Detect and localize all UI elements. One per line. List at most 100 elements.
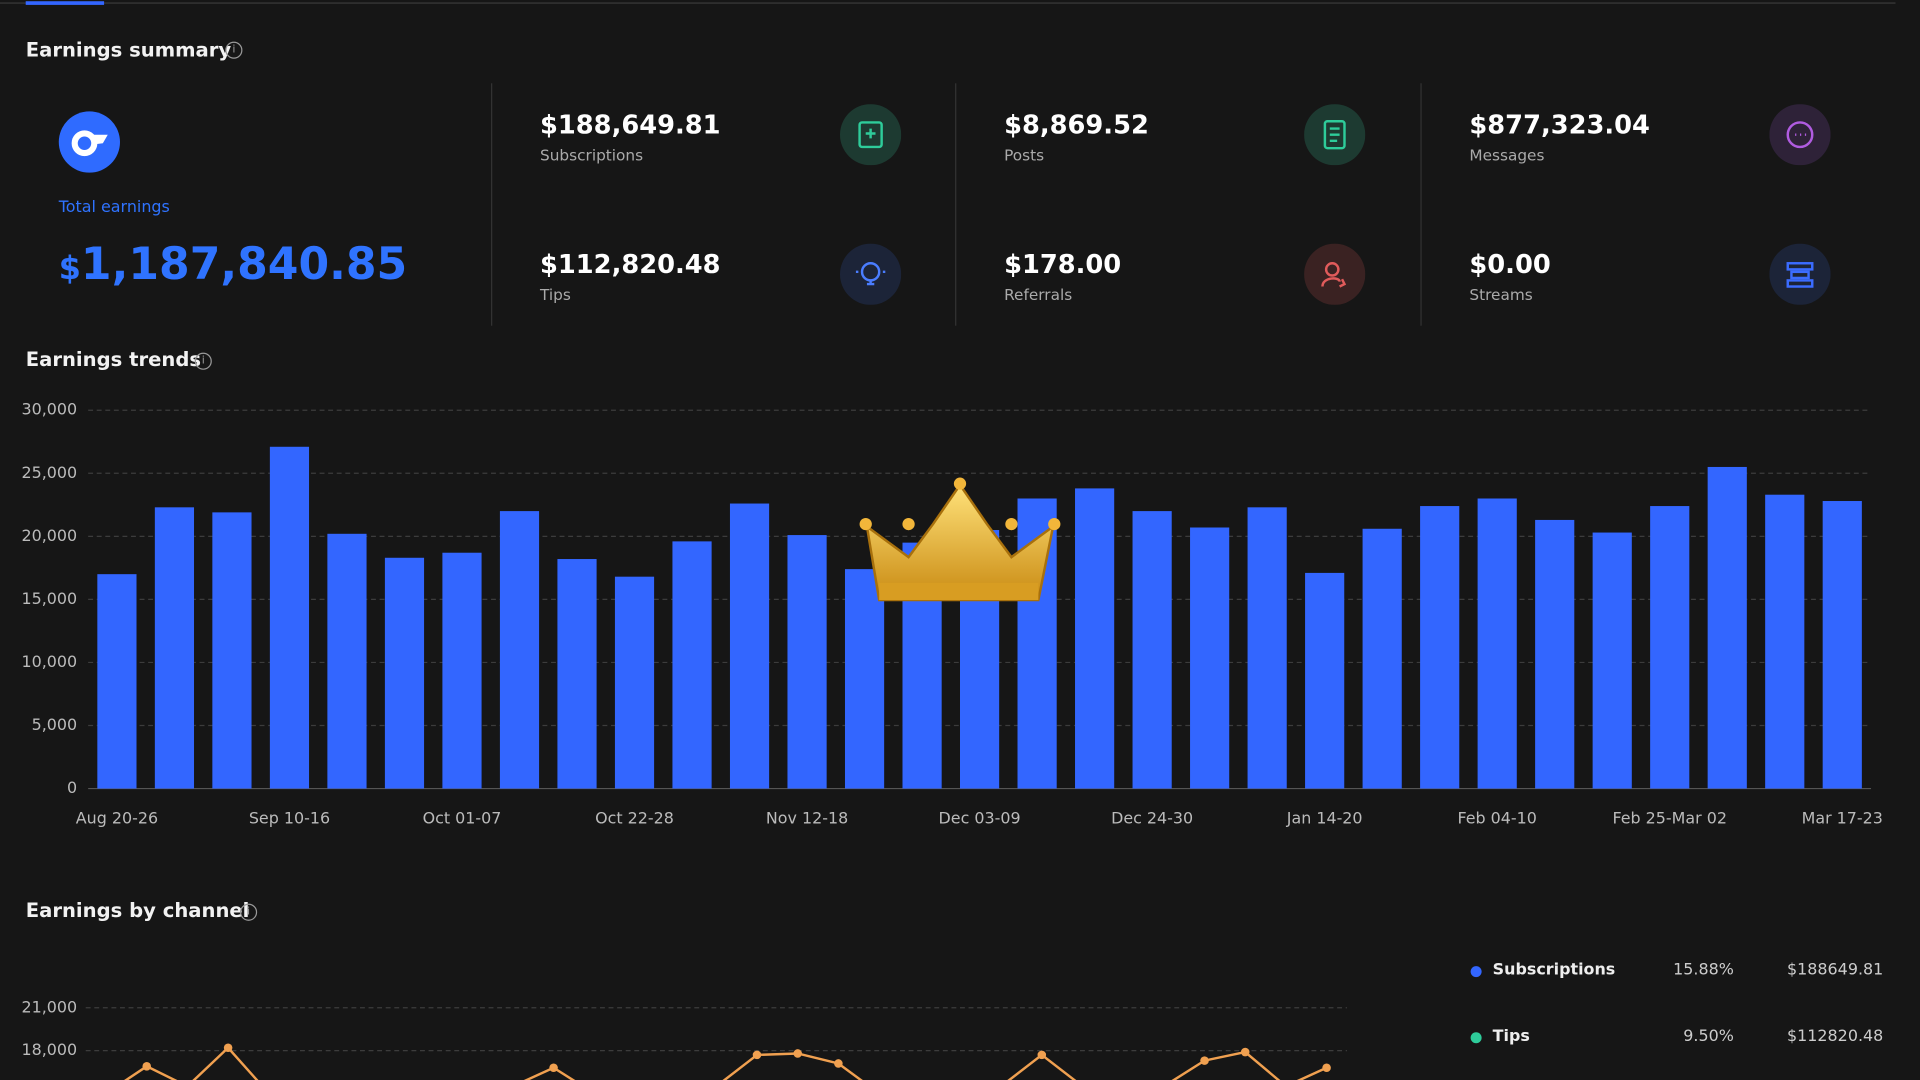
bar: [844, 569, 885, 789]
line-plot: [124, 1043, 1331, 1080]
icon: [1769, 243, 1831, 305]
crown-decoration: [859, 477, 1061, 602]
y-tick-label: 10,000: [21, 652, 77, 671]
bar: [1305, 572, 1345, 789]
legend-dot: [1470, 966, 1482, 978]
point: [793, 1049, 802, 1058]
point: [1322, 1063, 1331, 1073]
card-label: Tips: [540, 285, 571, 304]
y-tick-label: 0: [67, 778, 77, 797]
y-tick-label: 5,000: [32, 715, 78, 734]
info-icon[interactable]: i: [194, 352, 212, 370]
x-tick-label: Sep 10-16: [249, 809, 330, 828]
x-tick-label: Oct 22-28: [595, 809, 674, 828]
bar: [1707, 466, 1747, 789]
bar: [212, 512, 252, 789]
card-label: Streams: [1469, 285, 1533, 304]
channel-share: 15.88%: [1673, 961, 1734, 980]
channel-share: 9.50%: [1683, 1027, 1734, 1046]
icon: [1304, 104, 1366, 166]
bar: [1765, 494, 1805, 789]
card-icon: [840, 104, 902, 166]
currency: $: [58, 251, 81, 288]
section-title: Earnings summary: [25, 37, 232, 62]
bar: [1420, 506, 1460, 789]
amount: 1,187,840.85: [80, 240, 408, 291]
bar: [1650, 506, 1690, 789]
total-label: Total earnings: [58, 198, 170, 217]
section-title: Earnings trends: [25, 347, 202, 372]
icon: [1304, 243, 1366, 305]
legend-dot: [1470, 1032, 1482, 1044]
total-amount: $1,187,840.85: [59, 240, 407, 290]
bar-chart: 0 5,000 10,000 15,000 20,000 25,000 30,000 Aug …: [21, 400, 1882, 828]
y-tick-label: 15,000: [21, 589, 77, 608]
x-tick-label: Dec 24-30: [1111, 809, 1193, 828]
channel-amount: $188649.81: [1787, 961, 1884, 980]
bar: [787, 535, 827, 789]
line: [124, 1045, 1328, 1080]
y-tick-label: 25,000: [21, 463, 77, 482]
logo-mark: [71, 130, 108, 157]
bar: [442, 552, 482, 789]
bar: [327, 533, 367, 789]
bar: [557, 559, 597, 789]
card-label: Subscriptions: [540, 145, 644, 165]
bar: [499, 511, 540, 789]
point: [752, 1050, 762, 1060]
point: [834, 1059, 843, 1068]
card-icon: [1769, 104, 1831, 166]
y-tick-label: 30,000: [21, 400, 77, 419]
card-label: Messages: [1469, 145, 1545, 165]
y-tick-label: 18,000: [21, 1040, 77, 1059]
bar: [154, 507, 195, 789]
card-value: $8,869.52: [1004, 110, 1149, 140]
point: [549, 1063, 558, 1073]
x-tick-label: Dec 03-09: [939, 809, 1021, 828]
x-tick-label: Mar 17-23: [1802, 809, 1883, 828]
bar: [729, 503, 770, 789]
point: [142, 1062, 152, 1071]
card-icon: [1304, 104, 1366, 166]
icon: [1769, 104, 1831, 166]
logo: [58, 111, 120, 173]
bar: [97, 574, 137, 789]
divider: [955, 83, 957, 326]
bar: [1132, 511, 1172, 789]
x-tick-label: Oct 01-07: [423, 809, 502, 828]
card-label: Posts: [1004, 145, 1045, 165]
bar: [1535, 519, 1575, 789]
divider: [1420, 83, 1422, 326]
bar: [1075, 488, 1115, 789]
bar: [1477, 498, 1517, 789]
tab-indicator: [25, 1, 105, 5]
icon: [840, 243, 902, 305]
channel-amount: $112820.48: [1787, 1027, 1884, 1046]
card-label: Referrals: [1004, 285, 1073, 304]
icon: [840, 104, 902, 166]
bar: [1822, 501, 1862, 789]
point: [1037, 1050, 1047, 1060]
bar: [1362, 528, 1402, 789]
bar: [672, 541, 712, 789]
card-icon: [1769, 243, 1831, 305]
bar: [269, 446, 310, 789]
info-icon[interactable]: i: [240, 903, 258, 921]
channel-name: Subscriptions: [1492, 961, 1616, 980]
card-value: $112,820.48: [540, 249, 721, 280]
point: [223, 1043, 233, 1053]
bar: [1247, 507, 1287, 789]
channel-name: Tips: [1492, 1027, 1530, 1046]
bar: [1190, 527, 1230, 789]
x-tick-label: Jan 14-20: [1286, 809, 1363, 828]
bar: [384, 557, 425, 789]
card-value: $877,323.04: [1469, 110, 1650, 140]
card-icon: [1304, 243, 1366, 305]
card-value: $0.00: [1469, 249, 1551, 280]
point: [1240, 1047, 1250, 1057]
info-icon[interactable]: i: [225, 41, 243, 59]
y-tick-label: 20,000: [21, 526, 77, 545]
